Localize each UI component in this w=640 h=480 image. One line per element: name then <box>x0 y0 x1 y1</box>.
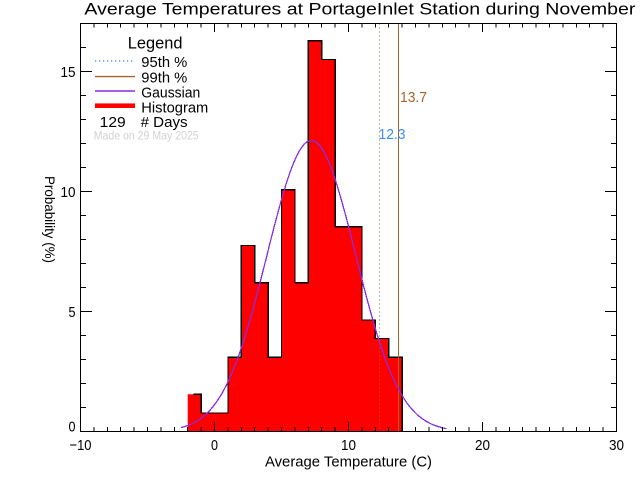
svg-text:15: 15 <box>61 64 76 81</box>
svg-text:−10: −10 <box>70 437 92 454</box>
svg-text:Made on 29 May 2025: Made on 29 May 2025 <box>94 130 199 142</box>
svg-text:12.3: 12.3 <box>379 126 406 143</box>
svg-text:99th %: 99th % <box>141 69 187 86</box>
svg-text:30: 30 <box>609 437 624 454</box>
svg-text:13.7: 13.7 <box>400 89 427 106</box>
svg-text:20: 20 <box>475 437 490 454</box>
svg-text:10: 10 <box>341 437 356 454</box>
svg-text:129: 129 <box>100 114 126 131</box>
svg-text:0: 0 <box>211 437 218 454</box>
svg-text:5: 5 <box>69 304 76 321</box>
svg-text:# Days: # Days <box>141 114 188 131</box>
svg-text:Histogram: Histogram <box>141 100 208 117</box>
svg-text:Average Temperatures at Portag: Average Temperatures at PortageInlet Sta… <box>84 0 635 18</box>
svg-text:Legend: Legend <box>128 35 183 53</box>
svg-text:Gaussian: Gaussian <box>141 84 200 101</box>
svg-text:10: 10 <box>61 184 76 201</box>
svg-text:95th %: 95th % <box>141 54 187 71</box>
svg-text:Probability (%): Probability (%) <box>42 176 58 263</box>
svg-text:0: 0 <box>69 419 76 436</box>
svg-text:Average Temperature (C): Average Temperature (C) <box>265 453 432 470</box>
